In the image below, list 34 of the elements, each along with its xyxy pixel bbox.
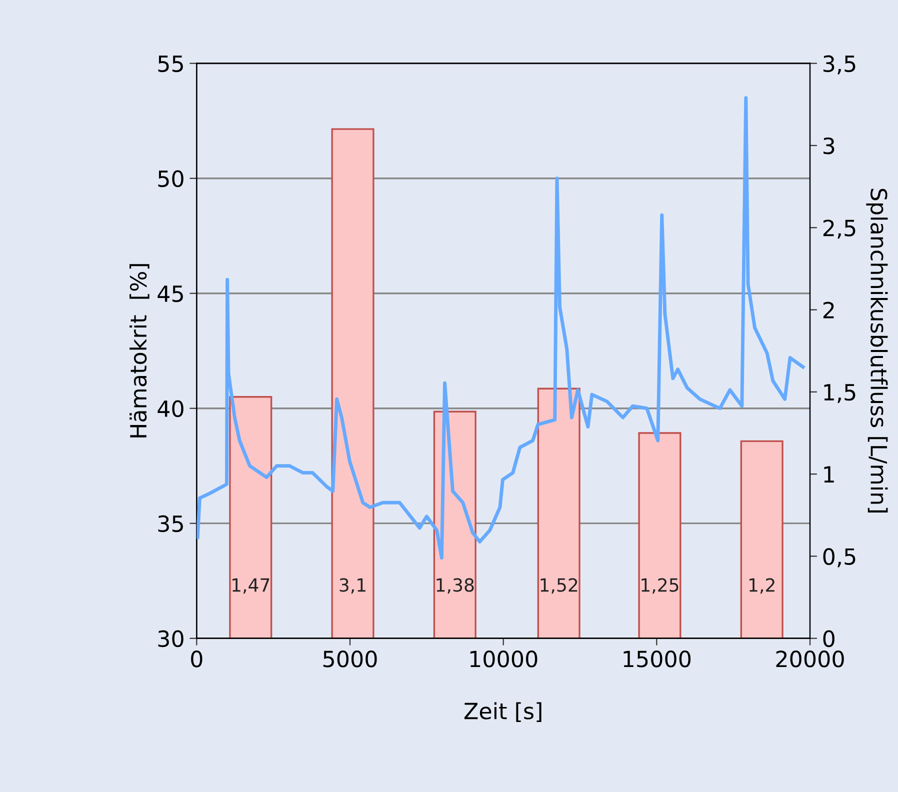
data-label: 1,2	[749, 578, 774, 594]
y-tick-label: 55	[158, 56, 183, 72]
y2-tick-label: 1	[824, 466, 834, 483]
line-series	[196, 96, 805, 560]
bar	[740, 440, 784, 638]
bar	[229, 396, 272, 638]
y2-tick-label: 2,5	[823, 220, 856, 239]
y-tick-label: 40	[158, 400, 184, 418]
y-tick-label: 45	[158, 286, 183, 302]
bar	[537, 388, 580, 638]
y2-tick-label: 3,5	[823, 55, 856, 74]
y-tick-label: 35	[158, 515, 183, 532]
y2-tick-label: 1,5	[824, 384, 856, 403]
x-tick-label: 15000	[624, 650, 691, 668]
y-tick-label: 30	[158, 630, 184, 648]
x-tick-label: 0	[191, 650, 202, 668]
bar	[331, 128, 374, 638]
y2-tick-label: 0,5	[823, 548, 856, 568]
y2-tick-label: 3	[823, 137, 834, 154]
data-label: 1,47	[232, 578, 270, 594]
data-label: 3,1	[340, 578, 366, 594]
y-axis-title: Hämatokrit [%]	[130, 264, 150, 438]
data-label: 1,52	[540, 578, 578, 594]
data-label: 1,38	[436, 578, 474, 594]
x-tick-label: 5000	[323, 650, 377, 668]
bar	[638, 432, 682, 638]
data-label: 1,25	[642, 578, 678, 594]
y2-tick-label: 0	[823, 630, 834, 648]
y2-axis-title: Splanchnikusblutfluss [L/min]	[866, 188, 888, 512]
y-tick-label: 50	[158, 170, 184, 188]
x-tick-label: 10000	[470, 650, 538, 668]
x-axis-title: Zeit [s]	[464, 702, 542, 722]
y2-tick-label: 2	[823, 302, 834, 318]
x-tick-label: 20000	[776, 650, 844, 668]
